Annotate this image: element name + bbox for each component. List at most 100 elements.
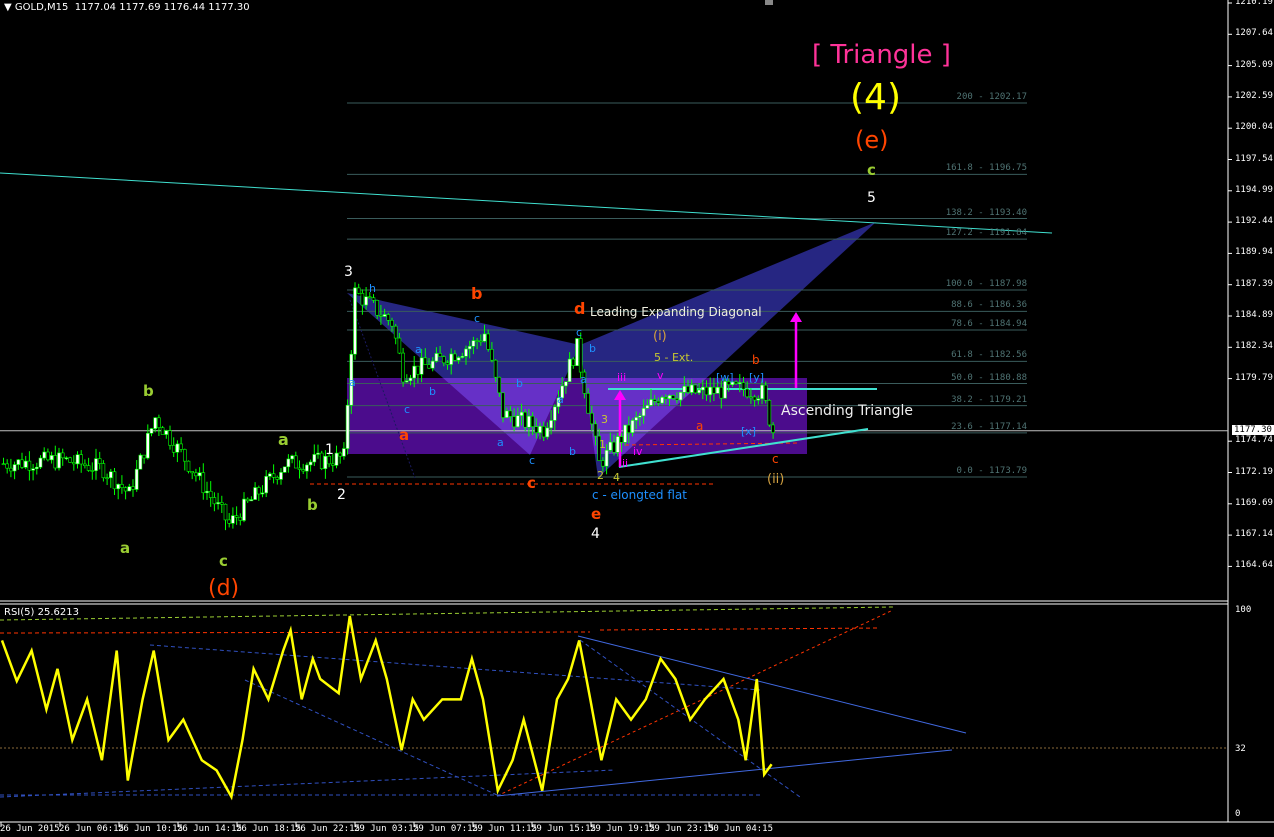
candle-body — [16, 459, 21, 465]
candle-body — [589, 412, 594, 425]
candle-body — [404, 380, 409, 383]
candle-body — [760, 384, 764, 400]
candle-body — [123, 487, 128, 492]
candle-body — [545, 427, 550, 438]
rsi-tick-label: 100 — [1235, 605, 1252, 615]
candle-body — [175, 443, 180, 453]
candle-body — [771, 424, 775, 433]
candle-body — [194, 472, 198, 477]
rsi-header: RSI(5) 25.6213 — [4, 607, 79, 618]
candle-body — [512, 416, 516, 428]
rsi-line — [0, 615, 773, 801]
wave-label: (d) — [208, 576, 240, 601]
candle-body — [741, 382, 746, 390]
candle-body — [20, 459, 24, 468]
candle-body — [364, 296, 368, 306]
candle-body — [171, 444, 176, 453]
candle-body — [371, 297, 376, 301]
candle-body — [615, 436, 620, 453]
candle-body — [486, 333, 491, 350]
candle-body — [83, 463, 87, 466]
fib-level-label: 38.2 - 1179.21 — [951, 394, 1027, 405]
wave-label: b — [516, 377, 523, 390]
candle-body — [157, 417, 161, 428]
candle-body — [552, 406, 557, 421]
price-tick-label: 1187.39 — [1235, 278, 1273, 289]
candle-body — [216, 502, 220, 505]
candle-body — [441, 356, 446, 364]
wave-label: [y] — [749, 371, 765, 384]
price-tick-label: 1210.19 — [1235, 0, 1273, 7]
candle-body — [149, 428, 154, 434]
candle-body — [330, 463, 335, 466]
candle-body — [649, 399, 653, 406]
wave-label: c — [867, 161, 876, 179]
wave-label: v — [657, 369, 664, 382]
candle-body — [379, 314, 383, 317]
candle-body — [105, 477, 109, 480]
candle-body — [556, 397, 561, 408]
wave-label: (i) — [653, 329, 667, 344]
wave-label: a — [580, 373, 587, 386]
candle-body — [623, 424, 627, 443]
candle-body — [419, 357, 424, 375]
fib-level-label: 78.6 - 1184.94 — [951, 319, 1027, 330]
candle-body — [534, 426, 539, 433]
candle-body — [249, 499, 254, 502]
candle-body — [578, 338, 583, 373]
candle-body — [345, 404, 350, 449]
candle-body — [682, 385, 687, 393]
rsi-tick-label: 0 — [1235, 809, 1241, 819]
target-zone-rect — [347, 378, 807, 454]
rsi-trendline — [496, 609, 894, 797]
candle-body — [530, 415, 535, 427]
fib-level-label: 127.2 - 1191.84 — [945, 228, 1027, 239]
candle-body — [190, 471, 194, 474]
candle-body — [482, 333, 487, 342]
candle-body — [338, 452, 343, 457]
candle-body — [382, 314, 387, 317]
candle-body — [619, 436, 624, 443]
candle-body — [79, 454, 83, 465]
wave-label: (e) — [855, 126, 889, 154]
wave-label: a — [696, 419, 704, 433]
candle-body — [745, 388, 750, 398]
candle-body — [327, 455, 331, 465]
harmonic-pattern-triangle — [580, 222, 876, 478]
candle-body — [234, 515, 239, 518]
dropdown-triangle-icon[interactable]: ▼ — [4, 2, 12, 13]
candle-body — [342, 448, 346, 457]
candle-body — [582, 371, 587, 394]
candle-body — [434, 353, 439, 362]
candle-body — [316, 452, 320, 455]
candle-body — [238, 516, 243, 521]
candle-body — [519, 411, 524, 416]
candle-body — [297, 467, 302, 470]
candle-body — [641, 408, 646, 417]
price-tick-label: 1205.09 — [1235, 59, 1273, 70]
candle-body — [183, 449, 187, 462]
candle-body — [72, 462, 76, 465]
candle-body — [719, 386, 724, 399]
candle-body — [423, 357, 428, 365]
candle-body — [112, 471, 117, 490]
candle-body — [282, 466, 287, 473]
candle-body — [12, 464, 17, 472]
candle-body — [90, 470, 95, 472]
candle-body — [730, 381, 735, 386]
time-tick-label: 26 Jun 22:15 — [295, 824, 361, 834]
wave-label: a — [349, 376, 356, 389]
candle-body — [116, 484, 120, 490]
wave-label: c — [529, 454, 536, 467]
candle-body — [749, 396, 753, 399]
candle-body — [271, 473, 276, 478]
candle-body — [290, 455, 294, 460]
wave-label: a — [415, 343, 422, 356]
candle-body — [549, 420, 553, 429]
candle-body — [134, 468, 139, 490]
candle-body — [523, 411, 528, 428]
candle-body — [256, 487, 261, 495]
wave-label: ii — [622, 457, 629, 470]
wave-trendline — [0, 172, 1053, 234]
wave-label: iii — [617, 371, 627, 384]
